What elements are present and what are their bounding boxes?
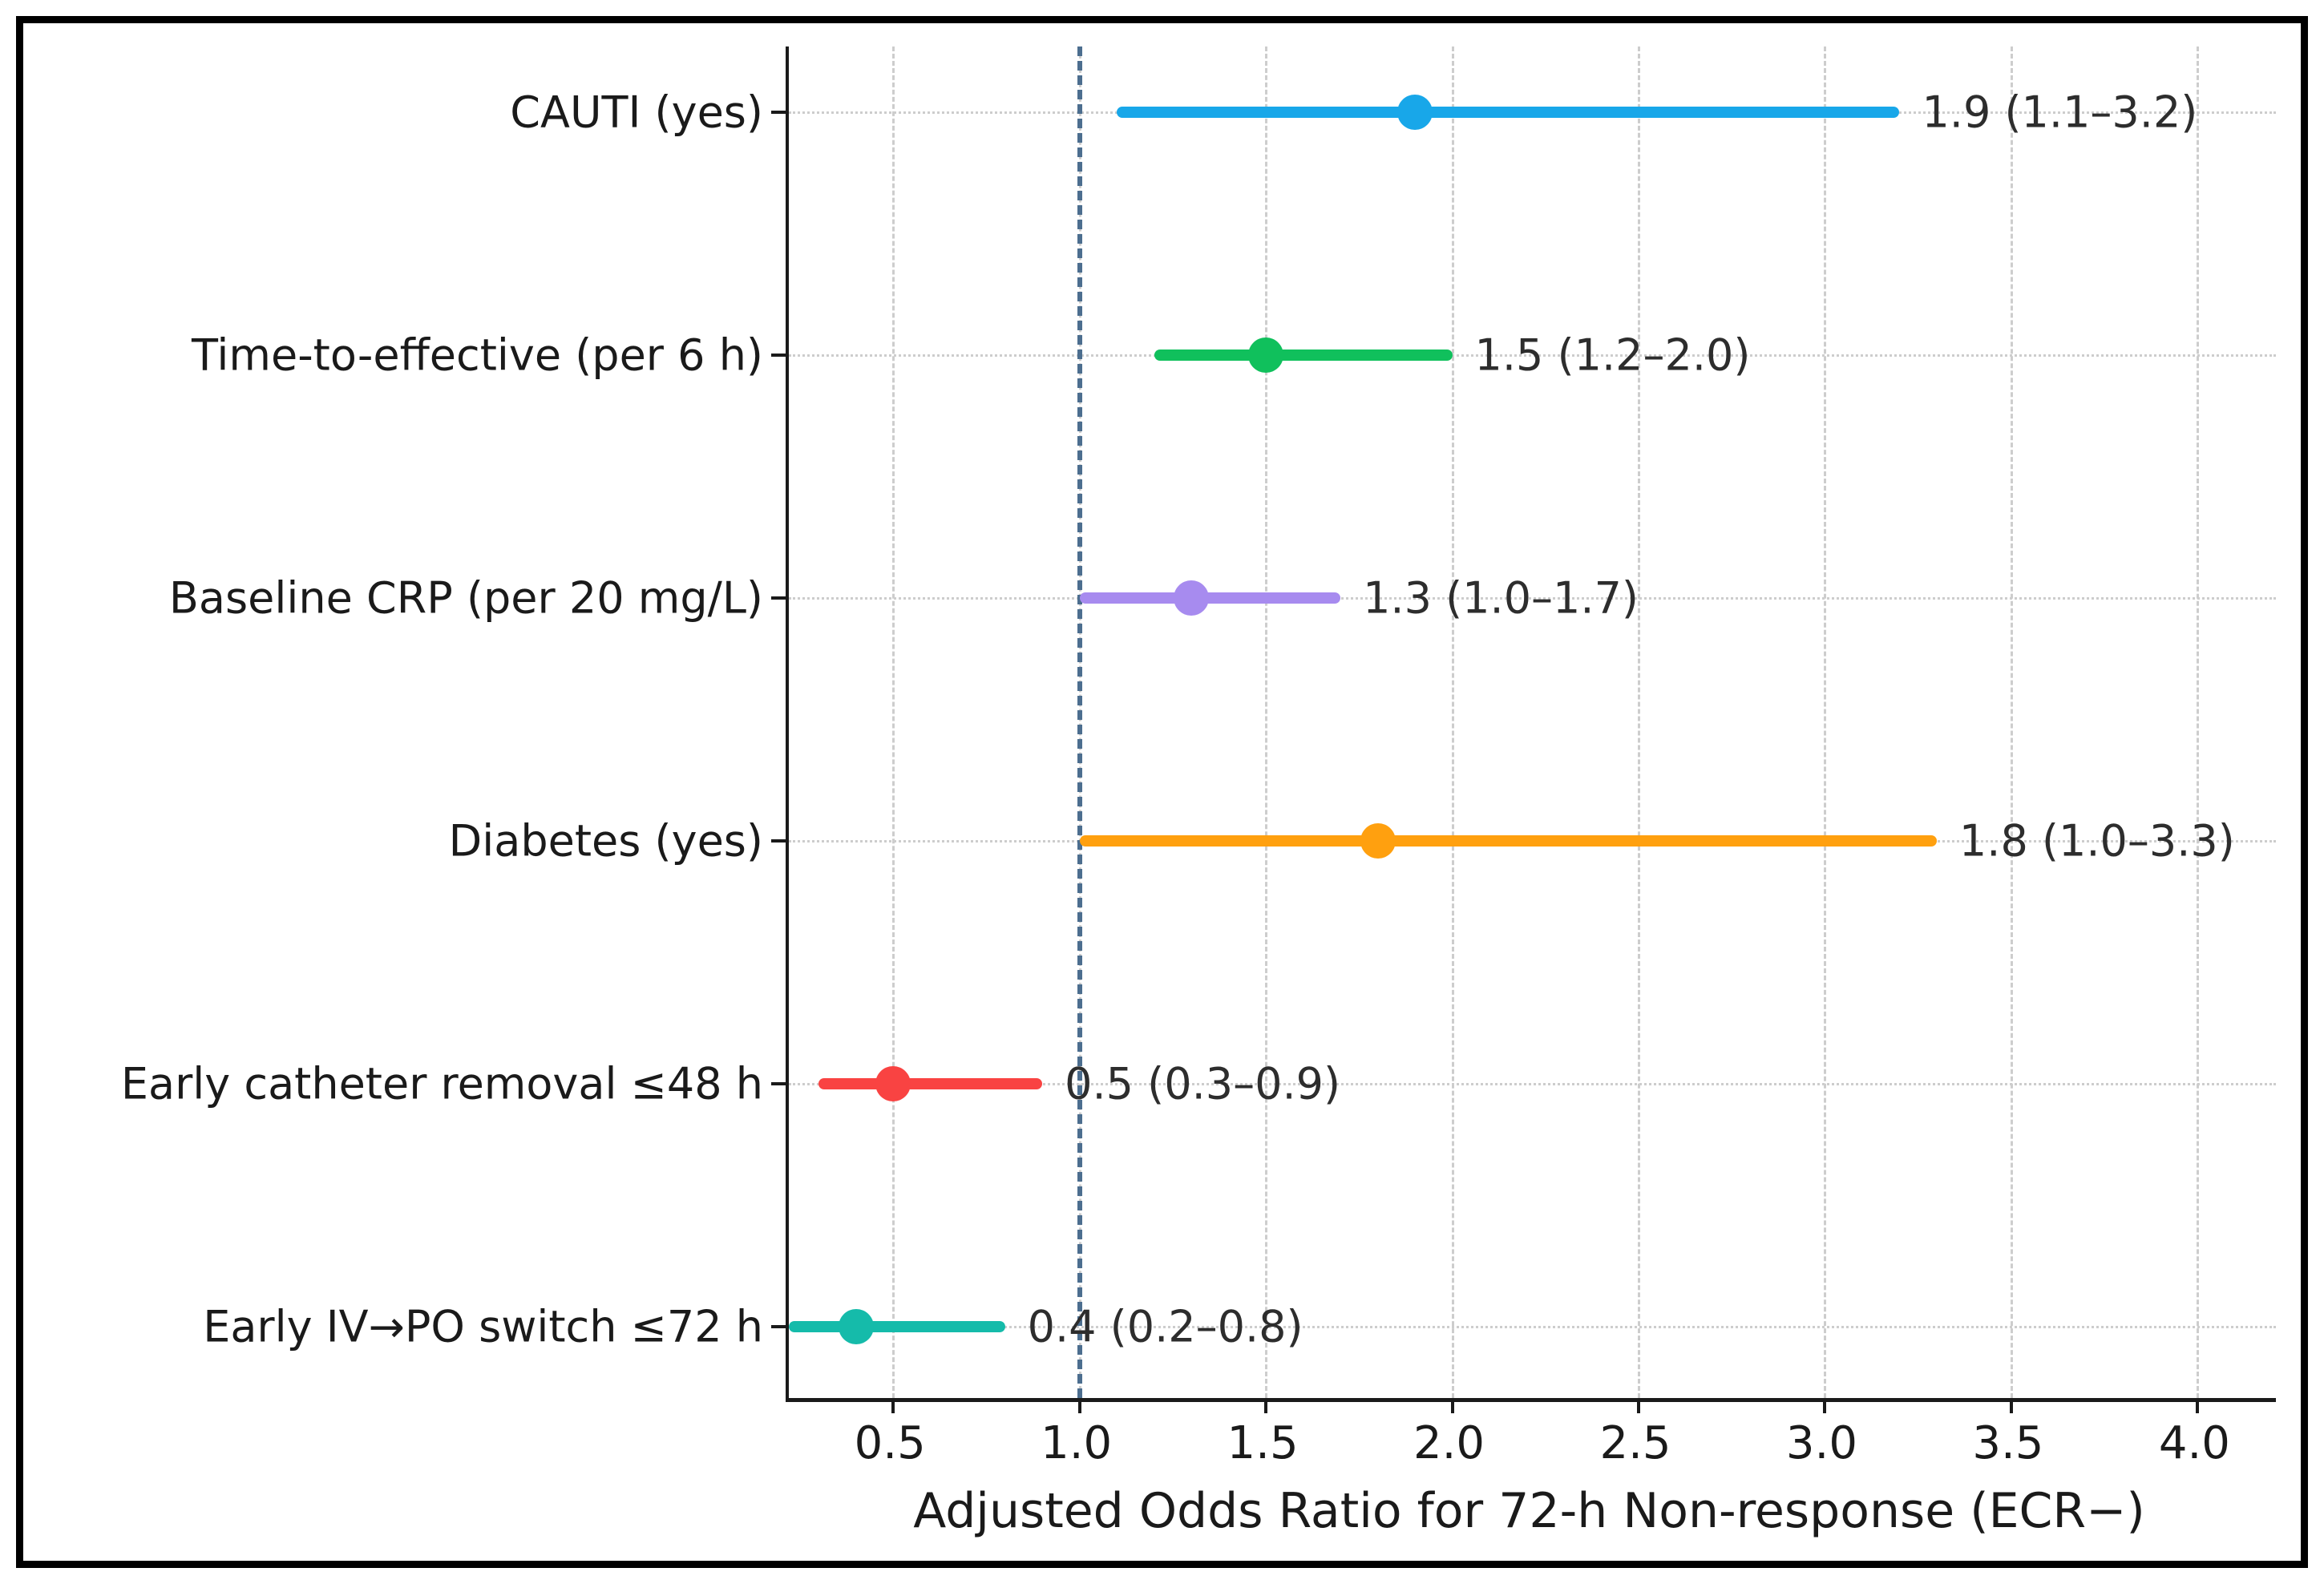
x-tick-mark <box>891 1402 895 1413</box>
x-tick-label: 3.0 <box>1785 1417 1857 1469</box>
or-marker <box>1360 822 1396 859</box>
x-tick-label: 1.5 <box>1227 1417 1299 1469</box>
y-tick-mark <box>771 1081 789 1085</box>
x-tick-label: 4.0 <box>2158 1417 2230 1469</box>
x-tick-label: 1.0 <box>1041 1417 1113 1469</box>
y-axis-labels: CAUTI (yes) Time-to-effective (per 6 h) Ba… <box>22 46 763 1398</box>
figure-border <box>16 16 2308 1568</box>
y-axis-label: Time-to-effective (per 6 h) <box>192 329 763 381</box>
x-tick-mark <box>1077 1402 1081 1413</box>
reference-line <box>1077 46 1082 1398</box>
v-gridline <box>2197 46 2200 1398</box>
or-marker <box>1248 337 1284 373</box>
ci-line <box>1154 349 1453 361</box>
annotation-label: 0.4 (0.2–0.8) <box>1027 1301 1303 1352</box>
or-marker <box>838 1308 874 1344</box>
y-axis-label: Baseline CRP (per 20 mg/L) <box>168 572 763 624</box>
h-gridline <box>789 1082 2276 1085</box>
y-axis-label: Early IV→PO switch ≤72 h <box>203 1301 763 1352</box>
x-tick-mark <box>1637 1402 1640 1413</box>
h-gridline <box>789 596 2276 600</box>
y-tick-mark <box>771 596 789 600</box>
x-tick-label: 0.5 <box>854 1417 926 1469</box>
ci-line <box>1079 592 1341 604</box>
annotation-label: 1.9 (1.1–3.2) <box>1922 87 2198 138</box>
annotation-label: 1.8 (1.0–3.3) <box>1958 815 2235 867</box>
v-gridline <box>2010 46 2013 1398</box>
x-tick-mark <box>1264 1402 1268 1413</box>
x-tick-mark <box>1450 1402 1454 1413</box>
ci-line <box>1079 834 1937 847</box>
or-marker <box>1397 94 1433 130</box>
y-tick-mark <box>771 838 789 843</box>
h-gridline <box>789 1325 2276 1328</box>
plot-area: 1.9 (1.1–3.2) 1.5 (1.2–2.0) 1.3 (1.0–1.7) 1… <box>771 46 2276 1413</box>
annotation-label: 1.5 (1.2–2.0) <box>1474 329 1751 381</box>
v-gridline <box>1265 46 1268 1398</box>
h-gridline <box>789 354 2276 357</box>
v-gridline <box>1451 46 1454 1398</box>
x-tick-label: 2.5 <box>1599 1417 1671 1469</box>
annotation-label: 0.5 (0.3–0.9) <box>1065 1058 1341 1109</box>
v-gridline <box>892 46 895 1398</box>
y-tick-mark <box>771 1324 789 1328</box>
x-axis-title: Adjusted Odds Ratio for 72-h Non-respons… <box>913 1483 2145 1539</box>
or-marker <box>875 1065 911 1101</box>
x-tick-mark <box>1823 1402 1827 1413</box>
ci-line <box>1117 106 1900 118</box>
v-gridline <box>1824 46 1827 1398</box>
x-tick-label: 2.0 <box>1413 1417 1485 1469</box>
v-gridline <box>1638 46 1640 1398</box>
x-tick-label: 3.5 <box>1972 1417 2044 1469</box>
x-tick-mark <box>2009 1402 2013 1413</box>
y-tick-mark <box>771 353 789 357</box>
or-marker <box>1174 580 1210 616</box>
annotation-label: 1.3 (1.0–1.7) <box>1363 572 1639 624</box>
y-axis-label: Diabetes (yes) <box>448 815 763 867</box>
y-axis-label: CAUTI (yes) <box>510 87 763 138</box>
ci-line <box>789 1320 1005 1332</box>
y-tick-mark <box>771 110 789 114</box>
ci-line <box>818 1077 1043 1089</box>
y-axis-label: Early catheter removal ≤48 h <box>120 1058 763 1109</box>
x-axis-tick-labels: 0.5 1.0 1.5 2.0 2.5 3.0 3.5 4.0 <box>786 1417 2273 1481</box>
x-tick-mark <box>2196 1402 2200 1413</box>
